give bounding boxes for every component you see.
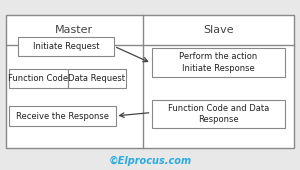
Bar [6,15,294,148]
Bar [9,69,68,88]
Text: Function Code and Data
Response: Function Code and Data Response [168,104,269,124]
Text: Perform the action
Initiate Response: Perform the action Initiate Response [179,52,257,73]
Bar [68,69,126,88]
Text: Master: Master [55,25,93,35]
Text: Function Code: Function Code [8,74,68,83]
Text: Receive the Response: Receive the Response [16,112,109,121]
Text: Initiate Request: Initiate Request [33,42,99,51]
Bar [9,106,116,126]
Bar [18,37,114,56]
Text: Slave: Slave [203,25,234,35]
Bar [152,100,285,128]
Text: Data Request: Data Request [68,74,125,83]
Text: ©Elprocus.com: ©Elprocus.com [108,156,192,166]
Bar [152,48,285,77]
